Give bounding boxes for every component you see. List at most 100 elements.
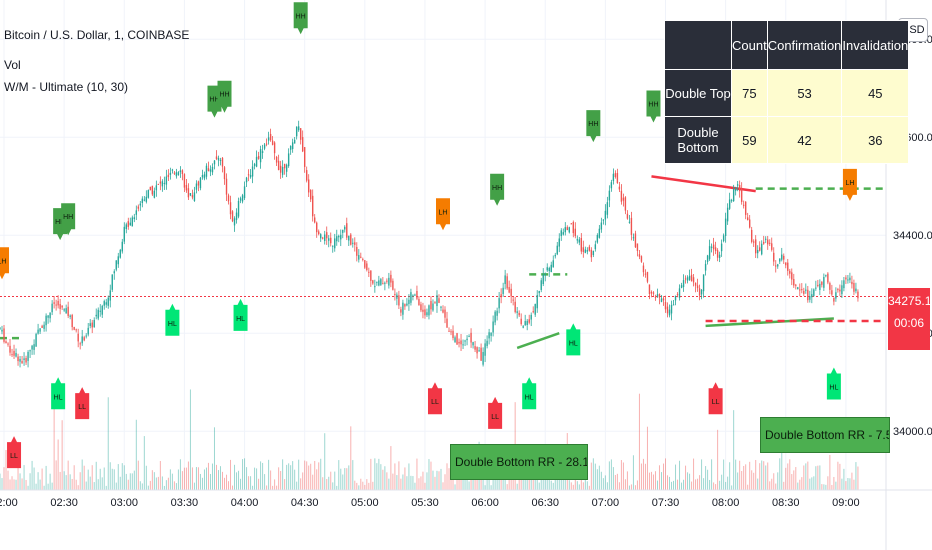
- last-price-tag: 34275.18 00:06: [888, 288, 932, 350]
- volume-bar: [25, 479, 27, 490]
- volume-bar: [809, 478, 811, 490]
- symbol-legend[interactable]: Bitcoin / U.S. Dollar, 1, COINBASE: [4, 28, 190, 42]
- pivot-flag: [488, 396, 503, 429]
- volume-bar: [713, 482, 715, 490]
- candle-body: [578, 239, 581, 243]
- volume-bar: [354, 480, 356, 490]
- candle-body: [564, 227, 566, 233]
- volume-bar: [113, 469, 115, 490]
- volume-bar: [5, 450, 7, 490]
- candle-body: [540, 280, 542, 290]
- candle-body: [273, 142, 276, 154]
- candle-body: [275, 156, 278, 163]
- volume-bar: [39, 479, 41, 490]
- candle-body: [41, 325, 43, 329]
- volume-bar: [356, 482, 358, 490]
- volume-bar: [590, 462, 592, 490]
- candle-body: [386, 280, 388, 282]
- candle-body: [299, 128, 302, 140]
- candle-body: [77, 333, 79, 342]
- candle-body: [720, 243, 723, 252]
- volume-bar: [318, 462, 320, 490]
- volume-bar: [594, 463, 596, 490]
- volume-bar: [322, 477, 324, 490]
- pivot-flag: [217, 80, 232, 113]
- volume-bar: [129, 473, 131, 490]
- volume-bar: [163, 485, 165, 490]
- candle-body: [277, 160, 280, 171]
- candle-body: [265, 143, 268, 145]
- candle-body: [450, 331, 452, 333]
- pivot-text: HL: [569, 340, 578, 347]
- candle-body: [113, 271, 115, 274]
- candle-body: [165, 176, 168, 185]
- volume-bar: [608, 461, 610, 490]
- volume-bar: [87, 469, 89, 490]
- volume-bar: [634, 485, 636, 490]
- candle-body: [271, 140, 274, 145]
- candle-body: [5, 341, 7, 344]
- volume-bar: [209, 473, 211, 490]
- volume-bar: [576, 481, 578, 490]
- time-tick-label: 07:30: [652, 497, 680, 509]
- time-axis[interactable]: 02:00 02:30 03:00 03:30 04:00 04:30 05:00 05:30…: [0, 489, 932, 509]
- volume-bar: [193, 482, 195, 490]
- candle-body: [211, 166, 214, 173]
- volume-bar: [306, 461, 308, 490]
- volume-bar: [542, 471, 544, 490]
- volume-bar: [1, 478, 3, 490]
- volume-bar: [444, 474, 446, 490]
- price-tick-label: 34400.00: [893, 230, 932, 242]
- volume-bar: [248, 476, 250, 490]
- stats-header-invalidation: Invalidation: [841, 20, 910, 70]
- candle-body: [570, 223, 572, 225]
- indicator-legend[interactable]: W/M - Ultimate (10, 30): [4, 80, 129, 94]
- volume-bar: [398, 461, 400, 490]
- candle-body: [478, 350, 480, 352]
- volume-bar: [230, 459, 232, 490]
- candle-body: [223, 167, 226, 180]
- volume-bar: [250, 476, 252, 490]
- candle-body: [183, 174, 186, 188]
- volume-bar: [825, 484, 827, 490]
- volume-bar: [161, 476, 163, 490]
- volume-bar: [504, 478, 506, 490]
- candle-body: [490, 332, 492, 336]
- volume-bar: [771, 478, 773, 490]
- pivot-flag: [61, 203, 76, 236]
- volume-bar: [628, 485, 630, 490]
- candle-body: [454, 337, 456, 343]
- candle-body: [712, 244, 715, 250]
- time-tick-label: 02:30: [50, 497, 78, 509]
- volume-bar: [765, 465, 767, 490]
- volume-bar: [691, 481, 693, 490]
- pivot-text: HH: [296, 13, 306, 20]
- candle-body: [528, 319, 530, 323]
- volume-bar: [392, 473, 394, 490]
- candle-body: [761, 243, 763, 255]
- volume-bar: [743, 465, 745, 490]
- candle-body: [225, 178, 228, 195]
- volume-bar: [791, 474, 793, 490]
- candle-body: [33, 344, 35, 350]
- volume-bar: [759, 463, 761, 490]
- candle-body: [342, 229, 344, 233]
- candle-body: [125, 224, 127, 230]
- volume-bar: [366, 479, 368, 490]
- pivot-text: HL: [525, 394, 534, 401]
- time-tick-label: 08:30: [772, 497, 800, 509]
- candle-body: [324, 234, 326, 241]
- candle-body: [598, 228, 601, 238]
- volume-bar: [669, 476, 671, 490]
- volume-bar: [813, 476, 815, 490]
- volume-legend[interactable]: Vol: [4, 58, 21, 72]
- volume-bar: [213, 427, 215, 490]
- candle-body: [805, 289, 807, 291]
- pivot-flag: [0, 247, 10, 280]
- candle-body: [45, 315, 47, 326]
- pivot-text: LL: [431, 399, 439, 406]
- candle-body: [819, 283, 821, 290]
- candle-body: [706, 255, 709, 262]
- volume-bar: [705, 466, 707, 490]
